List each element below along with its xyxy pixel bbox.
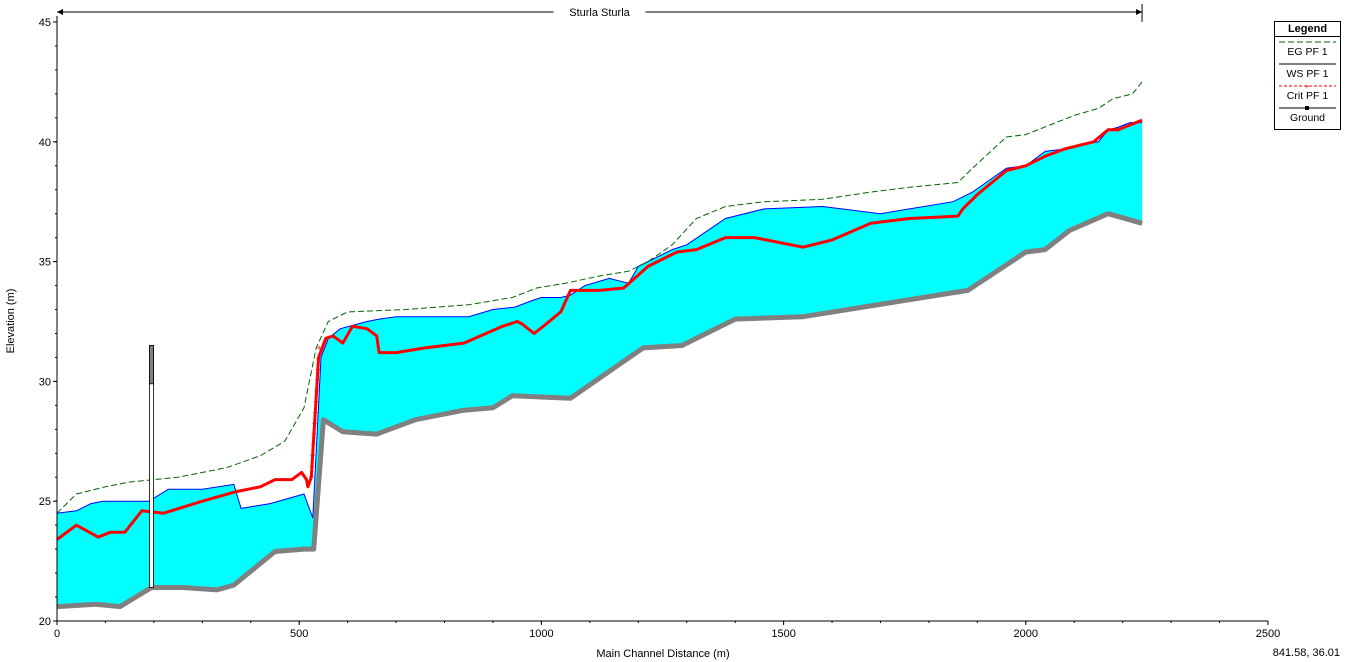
y-tick-label: 35 [39,257,51,269]
x-tick-label: 500 [290,628,308,640]
legend: Legend EG PF 1 WS PF 1 + Crit PF 1 Groun… [1274,21,1341,130]
crit-marker: + [310,451,315,461]
legend-label-ws: WS PF 1 [1275,68,1340,80]
crit-marker: + [315,375,320,385]
reach-arrow-left [57,9,63,15]
crit-marker: + [315,364,320,374]
legend-label-eg: EG PF 1 [1275,46,1340,58]
crit-marker: + [314,386,319,396]
x-tick-label: 2000 [1014,628,1038,640]
bridge-deck [149,345,153,383]
x-axis-title: Main Channel Distance (m) [596,648,729,660]
x-tick-label: 1000 [529,628,553,640]
crit-marker: + [309,472,314,482]
crit-marker: + [317,343,322,353]
x-tick-label: 2500 [1256,628,1280,640]
legend-item-ws: WS PF 1 [1275,59,1340,81]
crit-marker: + [313,408,318,418]
y-axis-title: Elevation (m) [5,289,17,354]
crit-marker: + [311,440,316,450]
y-tick-label: 30 [39,376,51,388]
reach-title: Sturla Sturla [569,7,630,19]
cursor-coordinates: 841.58, 36.01 [1273,647,1340,659]
x-tick-label: 1500 [771,628,795,640]
legend-swatch-crit: + [1279,83,1336,89]
y-tick-label: 40 [39,137,51,149]
y-tick-label: 25 [39,496,51,508]
svg-text:+: + [1305,83,1310,89]
crit-marker: + [313,397,318,407]
water-fill-area [57,123,1142,607]
legend-item-ground: Ground [1275,103,1340,125]
crit-marker: + [311,429,316,439]
bridge-structure [149,345,153,587]
crit-marker: + [312,418,317,428]
crit-marker: + [316,354,321,364]
legend-item-eg: EG PF 1 [1275,37,1340,59]
x-tick-label: 0 [54,628,60,640]
reach-span-indicator: Sturla Sturla [57,4,1142,22]
legend-swatch-eg [1279,39,1336,45]
legend-swatch-ground [1279,105,1336,111]
water-fill [57,123,1142,607]
y-tick-label: 45 [39,17,51,29]
legend-label-ground: Ground [1275,112,1340,124]
crit-marker: + [309,461,314,471]
legend-item-crit: + Crit PF 1 [1275,81,1340,103]
legend-swatch-ws [1279,61,1336,67]
legend-label-crit: Crit PF 1 [1275,90,1340,102]
reach-arrow-right [1136,9,1142,15]
y-tick-label: 20 [39,616,51,628]
legend-title: Legend [1275,22,1340,37]
